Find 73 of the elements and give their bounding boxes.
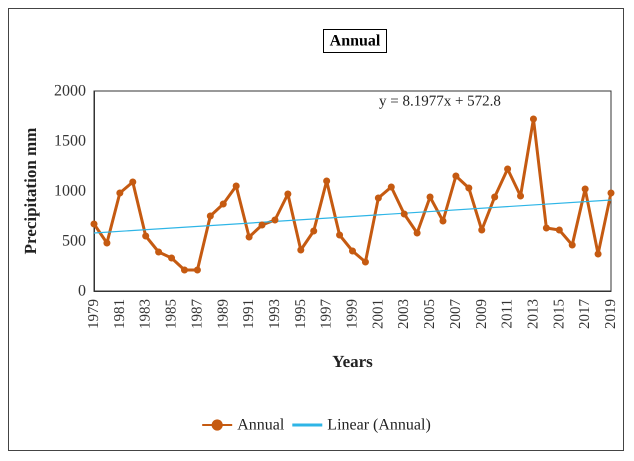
x-tick-label: 2009 — [474, 299, 490, 329]
x-tick-label: 1981 — [112, 299, 128, 329]
x-tick-label: 1983 — [138, 299, 154, 329]
y-tick-label: 2000 — [54, 82, 86, 100]
point — [517, 192, 524, 200]
x-tick-label: 2001 — [370, 299, 386, 329]
point — [491, 194, 498, 200]
point — [388, 184, 395, 190]
point — [116, 190, 124, 196]
x-tick-label: 2007 — [448, 298, 464, 329]
point — [220, 200, 227, 208]
x-tick-label: 1995 — [292, 299, 309, 329]
x-axis-title: Years — [332, 352, 374, 371]
point — [246, 234, 253, 240]
point — [582, 186, 589, 192]
point — [206, 212, 214, 220]
y-axis-title: Precipitation mm — [21, 128, 40, 254]
point — [465, 184, 472, 192]
x-tick-label: 1991 — [241, 299, 258, 329]
legend-label: Linear (Annual) — [327, 416, 431, 434]
x-tick-label: 2017 — [577, 298, 594, 329]
x-tick-label: 2013 — [525, 299, 542, 329]
point — [400, 210, 408, 218]
point — [362, 258, 369, 266]
x-tick-label: 1993 — [266, 299, 283, 329]
point — [349, 248, 356, 254]
point — [414, 230, 421, 236]
point — [271, 216, 278, 224]
point — [90, 220, 98, 228]
chart-title: Annual — [330, 32, 381, 50]
point — [556, 226, 563, 234]
point — [452, 172, 460, 180]
x-tick-label: 2005 — [422, 299, 438, 329]
x-tick-label: 1989 — [215, 299, 232, 329]
point — [426, 194, 434, 200]
x-tick-label: 2019 — [603, 299, 619, 329]
point — [608, 190, 614, 196]
point — [504, 166, 512, 172]
x-tick-label: 2011 — [500, 299, 516, 328]
point — [129, 178, 136, 186]
point — [155, 248, 162, 256]
annotation: y = 8.1977x + 572.8 — [379, 94, 501, 110]
x-tick-label: 1997 — [318, 298, 335, 329]
legend-label: Annual — [237, 416, 285, 434]
point — [530, 116, 537, 122]
y-tick-label: 500 — [62, 232, 86, 250]
point — [594, 250, 602, 258]
x-tick-label: 1999 — [344, 299, 360, 329]
y-tick-label: 1500 — [54, 132, 86, 150]
point — [374, 194, 382, 202]
point — [323, 178, 330, 184]
y-tick-label: 0 — [78, 282, 86, 300]
point — [478, 226, 486, 234]
x-tick-label: 1979 — [86, 299, 102, 329]
x-tick-label: 2003 — [396, 299, 412, 329]
point — [258, 222, 266, 228]
point — [568, 242, 576, 248]
point — [180, 266, 188, 274]
point — [142, 232, 150, 240]
x-tick-label: 1987 — [189, 298, 206, 329]
point — [168, 254, 176, 262]
point — [439, 218, 446, 224]
point — [232, 182, 240, 190]
x-tick-label: 1985 — [164, 299, 180, 329]
point — [310, 228, 318, 234]
point — [297, 246, 304, 254]
point — [542, 224, 550, 232]
point — [194, 266, 201, 274]
y-tick-label: 1000 — [54, 182, 86, 200]
point — [284, 190, 292, 198]
x-tick-label: 2015 — [551, 299, 568, 329]
point — [336, 232, 344, 238]
point — [103, 240, 110, 246]
